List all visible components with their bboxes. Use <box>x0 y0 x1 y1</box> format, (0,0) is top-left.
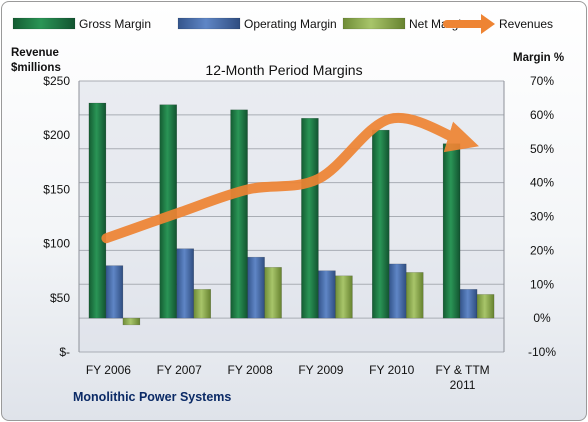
x-tick-label: FY 2010 <box>369 363 414 377</box>
x-tick-label: FY 2008 <box>228 363 273 377</box>
left-tick-label: $200 <box>43 128 70 142</box>
left-axis-title-line2: $millions <box>11 62 61 74</box>
legend-label: Gross Margin <box>79 17 151 31</box>
x-tick-label-line2: 2011 <box>450 378 476 392</box>
bar-series <box>88 102 495 326</box>
right-tick-label: 10% <box>530 277 554 291</box>
bar-gross-margin <box>442 143 461 319</box>
legend-swatch <box>177 17 241 30</box>
bar-gross-margin <box>372 129 390 319</box>
revenue-line <box>101 112 479 244</box>
left-tick-label: $250 <box>43 74 70 88</box>
legend: Gross Margin Operating Margin Net Margin Re… <box>12 14 553 34</box>
revenue-line-path <box>101 112 479 244</box>
x-tick-label: FY 2009 <box>298 363 343 377</box>
bar-operating-margin <box>247 256 265 319</box>
right-tick-label: 40% <box>530 176 554 190</box>
left-tick-label: $50 <box>50 291 70 305</box>
legend-arrow <box>481 14 495 34</box>
right-tick-label: 0% <box>533 311 551 325</box>
right-axis-ticks: -10% 0% 10% 20% 30% 40% 50% 60% 70% <box>528 74 556 359</box>
bar-net-margin <box>193 289 211 319</box>
bar-operating-margin <box>389 263 407 319</box>
bar-gross-margin <box>301 118 319 319</box>
bar-net-margin <box>122 317 141 326</box>
left-tick-label: $150 <box>43 182 70 196</box>
x-axis-ticks: FY 2006 FY 2007 FY 2008 FY 2009 FY 2010 FY & … <box>86 363 490 392</box>
legend-swatch <box>12 17 76 30</box>
right-tick-label: 60% <box>530 108 554 122</box>
left-tick-label: $100 <box>43 237 70 251</box>
bar-net-margin <box>335 275 353 319</box>
right-tick-label: 70% <box>530 74 554 88</box>
x-tick-label: FY 2006 <box>86 363 131 377</box>
left-axis-ticks: $- $50 $100 $150 $200 $250 <box>43 74 70 359</box>
bar-net-margin <box>476 294 495 319</box>
legend-label: Operating Margin <box>244 17 337 31</box>
right-tick-label: -10% <box>528 345 556 359</box>
left-tick-label: $- <box>59 345 70 359</box>
right-tick-label: 20% <box>530 243 554 257</box>
bar-net-margin <box>406 272 424 319</box>
legend-swatch <box>342 17 406 30</box>
bar-gross-margin <box>88 102 107 319</box>
right-tick-label: 30% <box>530 210 554 224</box>
bar-gross-margin <box>230 109 248 319</box>
gridlines <box>78 80 505 353</box>
right-tick-label: 50% <box>530 142 554 156</box>
chart-title: 12-Month Period Margins <box>205 62 362 78</box>
bar-operating-margin <box>318 270 336 319</box>
company-name: Monolithic Power Systems <box>73 390 231 404</box>
x-tick-label: FY 2007 <box>157 363 202 377</box>
bar-net-margin <box>264 267 282 319</box>
bar-operating-margin <box>105 265 124 319</box>
bar-operating-margin <box>459 289 478 319</box>
legend-label: Revenues <box>499 17 553 31</box>
right-axis-title: Margin % <box>513 52 564 64</box>
x-tick-label: FY & TTM <box>435 363 489 377</box>
left-axis-title-line1: Revenue <box>11 47 59 59</box>
bar-operating-margin <box>176 248 194 319</box>
